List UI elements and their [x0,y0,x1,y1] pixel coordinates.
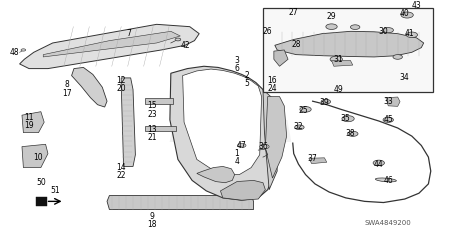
Text: 19: 19 [24,121,34,130]
Text: 44: 44 [374,160,383,169]
Text: 27: 27 [289,8,299,17]
Polygon shape [263,90,277,190]
Circle shape [21,49,26,51]
Text: FR◀: FR◀ [18,197,35,206]
Text: 6: 6 [235,64,239,73]
Text: 16: 16 [268,76,277,85]
Text: 37: 37 [308,154,318,163]
Text: 25: 25 [298,106,308,115]
Circle shape [347,131,358,136]
Text: 42: 42 [180,41,190,50]
Circle shape [373,160,384,166]
Polygon shape [331,60,353,66]
Circle shape [383,27,393,33]
Polygon shape [72,68,107,107]
Ellipse shape [375,178,396,182]
Circle shape [406,32,418,38]
Polygon shape [145,126,175,132]
Polygon shape [121,78,136,166]
Bar [263,8,433,92]
Polygon shape [309,158,327,164]
Text: 3: 3 [235,56,239,65]
Polygon shape [22,144,48,168]
Text: 4: 4 [235,157,239,166]
Text: 12: 12 [117,76,126,85]
Text: 20: 20 [117,84,126,93]
Text: 39: 39 [319,98,329,107]
Text: 8: 8 [64,80,69,89]
Polygon shape [19,24,199,68]
Text: 48: 48 [10,48,20,57]
Polygon shape [22,112,44,133]
Polygon shape [275,31,424,57]
Polygon shape [274,50,288,66]
Text: 45: 45 [383,115,393,124]
Text: 26: 26 [263,27,273,36]
Text: 34: 34 [400,73,410,82]
Text: HONDA: HONDA [168,119,294,148]
Text: 21: 21 [147,133,157,142]
Text: 5: 5 [244,79,249,88]
Text: 36: 36 [258,142,268,151]
Text: 14: 14 [117,163,126,172]
Text: 29: 29 [327,12,337,21]
Text: 18: 18 [147,220,157,229]
Text: 17: 17 [62,89,72,98]
Text: 13: 13 [147,125,157,134]
Text: 24: 24 [268,84,277,93]
Text: 51: 51 [50,186,60,195]
Text: 31: 31 [334,55,344,64]
Text: 49: 49 [334,85,344,94]
Text: 35: 35 [341,114,351,123]
Text: 1: 1 [235,149,239,158]
Text: SWA4849200: SWA4849200 [365,220,411,227]
Circle shape [342,116,354,122]
Circle shape [237,143,246,148]
Text: 9: 9 [149,212,155,221]
Text: 46: 46 [383,176,393,185]
Text: 43: 43 [412,1,421,10]
Circle shape [401,12,413,18]
Text: 30: 30 [379,27,388,36]
Text: 47: 47 [237,141,246,150]
Polygon shape [43,31,180,57]
Circle shape [260,144,269,149]
Polygon shape [265,96,287,178]
Polygon shape [36,197,47,205]
Circle shape [295,125,304,130]
Text: 2: 2 [244,71,249,80]
Circle shape [321,99,330,104]
Circle shape [383,117,393,122]
Polygon shape [220,180,265,200]
Text: 33: 33 [383,97,393,106]
Polygon shape [145,98,173,104]
Text: 41: 41 [405,29,414,38]
Polygon shape [107,196,254,210]
Text: 11: 11 [24,113,34,122]
Text: 10: 10 [34,153,43,162]
Circle shape [326,24,337,29]
Text: 23: 23 [147,109,157,118]
Polygon shape [182,69,262,175]
Text: 15: 15 [147,101,157,110]
Circle shape [393,55,402,59]
Text: 50: 50 [36,178,46,187]
Circle shape [330,56,342,62]
Text: 7: 7 [126,29,131,38]
Circle shape [175,38,181,41]
Circle shape [350,25,360,29]
Text: 40: 40 [400,9,410,18]
Text: 38: 38 [346,129,355,138]
Polygon shape [170,66,275,200]
Text: 28: 28 [292,40,301,49]
Text: 32: 32 [293,122,303,131]
Polygon shape [197,166,235,183]
Circle shape [300,107,311,112]
Text: 22: 22 [117,171,126,180]
Polygon shape [386,97,400,106]
